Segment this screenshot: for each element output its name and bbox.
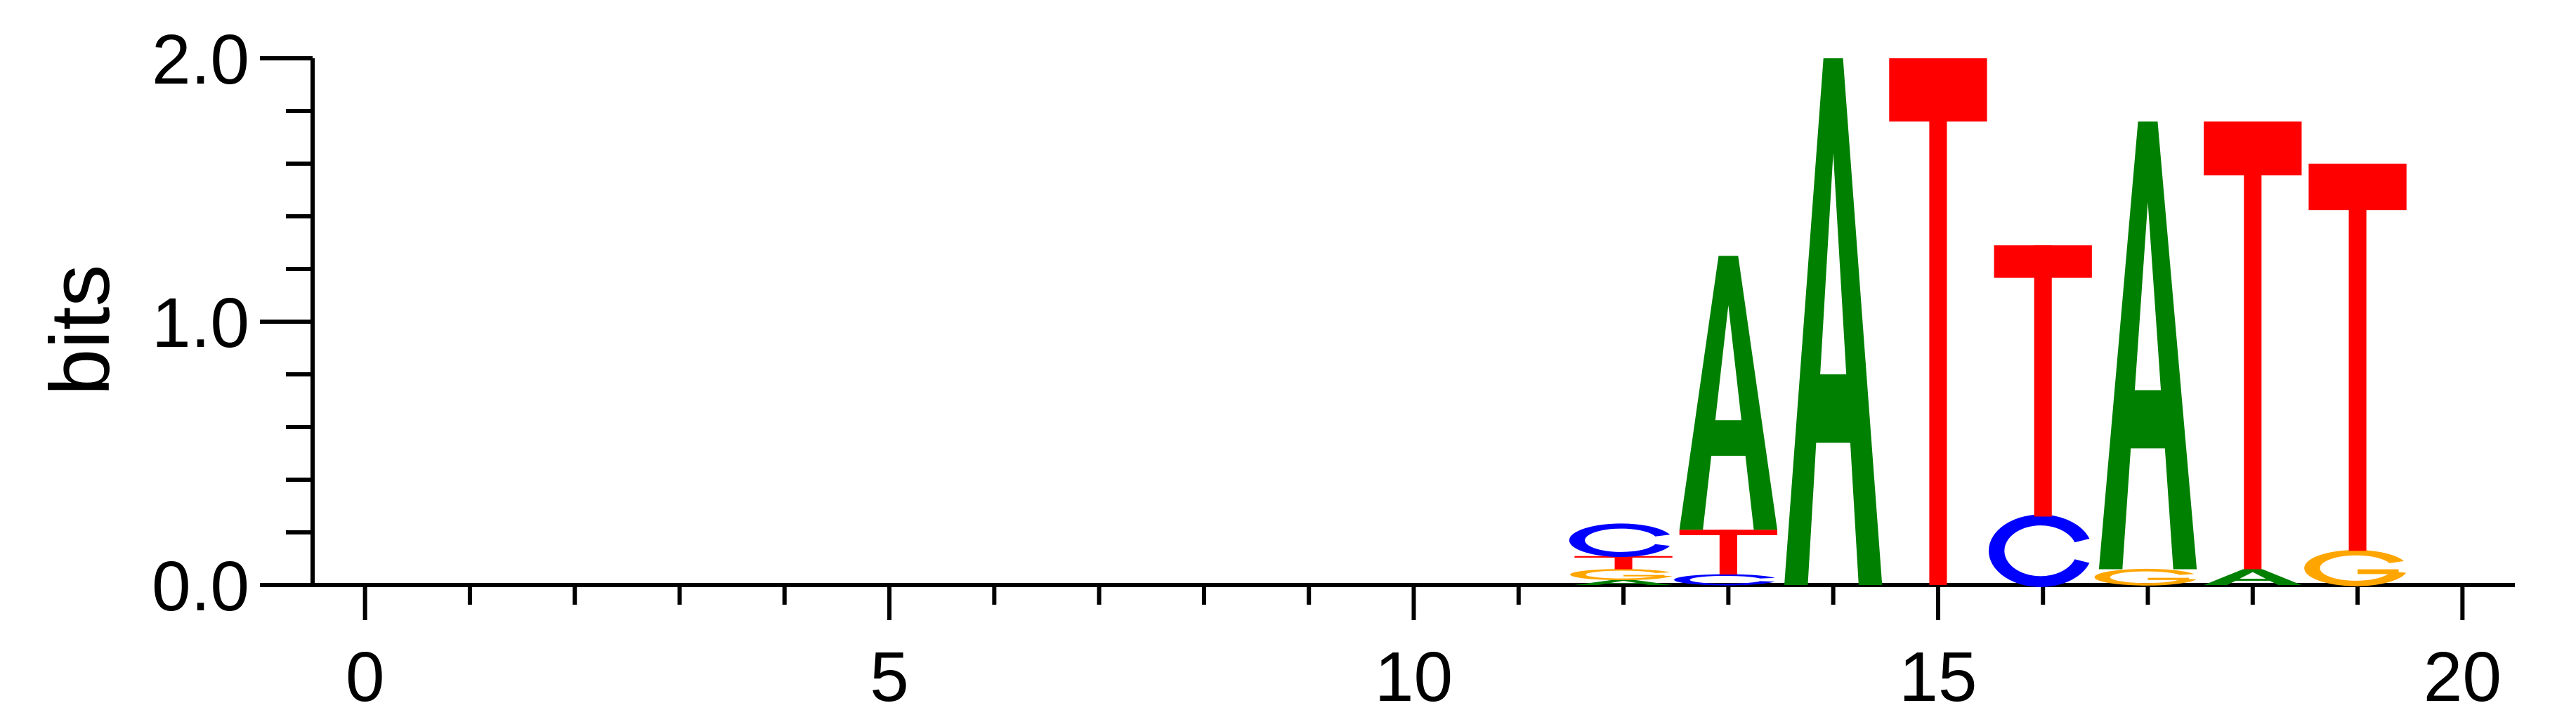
- letter-g-pos-19: [2304, 550, 2407, 586]
- letter-t-pos-12: [1574, 556, 1673, 570]
- letter-g-pos-12: [1570, 569, 1673, 581]
- letter-a-pos-17: [2098, 122, 2197, 570]
- letter-g-pos-17: [2094, 568, 2197, 586]
- letter-c-pos-16: [1989, 514, 2090, 587]
- logo-letters: [1569, 58, 2407, 587]
- y-tick-label: 1.0: [152, 284, 249, 362]
- x-tick-label: 10: [1375, 638, 1453, 716]
- letter-a-pos-13: [1679, 256, 1777, 530]
- letter-t-pos-18: [2204, 122, 2302, 570]
- x-tick-label: 0: [346, 638, 385, 716]
- letter-c-pos-13: [1674, 574, 1775, 586]
- letter-t-pos-16: [1994, 245, 2092, 517]
- y-tick-label: 2.0: [152, 20, 249, 99]
- letter-a-pos-18: [2204, 569, 2302, 585]
- x-tick-label: 15: [1899, 638, 1977, 716]
- letter-t-pos-13: [1679, 530, 1777, 575]
- letter-t-pos-19: [2308, 164, 2407, 551]
- y-axis-label: bits: [33, 265, 127, 396]
- letter-a-pos-14: [1784, 58, 1883, 585]
- x-tick-label: 20: [2424, 638, 2502, 716]
- y-axis: 0.0 1.0 2.0: [152, 20, 315, 626]
- x-tick-label: 5: [870, 638, 909, 716]
- letter-t-pos-15: [1889, 58, 1987, 585]
- letter-c-pos-12: [1569, 523, 1671, 558]
- x-axis: 0 5 10 15 20: [313, 583, 2515, 716]
- letter-a-pos-12: [1574, 579, 1673, 585]
- y-tick-label: 0.0: [152, 547, 249, 626]
